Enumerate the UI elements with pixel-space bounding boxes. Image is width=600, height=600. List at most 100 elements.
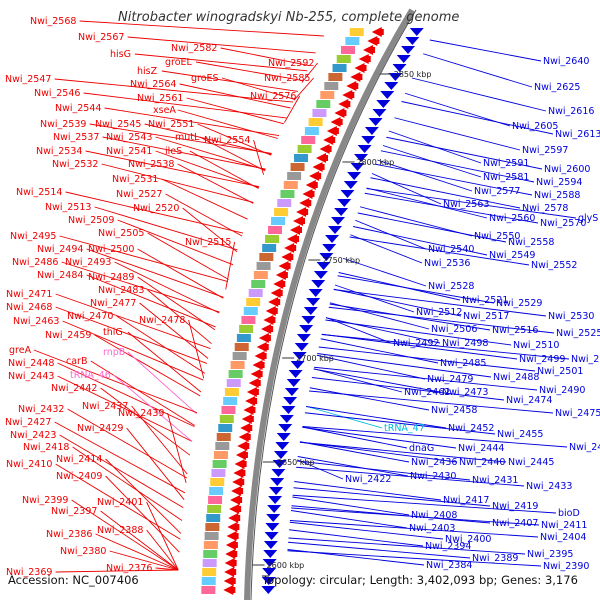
cog-block [349, 28, 364, 36]
gene-label-right: Nwi_2570 [540, 218, 586, 229]
connector-line-right [288, 537, 526, 555]
gene-arrow-right [264, 532, 279, 540]
gene-arrow-left [379, 29, 384, 35]
gene-label-right: Nwi_2530 [548, 311, 594, 322]
gene-arrow-right [401, 46, 416, 54]
gene-arrow-left [327, 146, 332, 152]
gene-arrow-left [350, 92, 355, 98]
gene-arrow-right [322, 244, 337, 252]
cog-block [224, 388, 239, 396]
gene-label-right: Nwi_2475 [555, 408, 600, 419]
gene-label-left: greA [9, 345, 32, 356]
gene-arrow-right [263, 550, 278, 558]
connector-line-right [377, 159, 473, 192]
gene-arrow-left [342, 90, 353, 100]
gene-arrow-left [362, 65, 367, 71]
gene-arrow-left [296, 207, 307, 217]
connector-line-left [105, 458, 182, 534]
gene-label-left: Nwi_2376 [106, 563, 152, 574]
connector-line-right [297, 460, 471, 481]
gene-label-right: Nwi_2408 [411, 510, 457, 521]
gene-label-right: Nwi_2492 [393, 338, 439, 349]
gene-label-right: dnaG [409, 443, 434, 454]
connector-line-left [182, 207, 238, 253]
gene-arrow-right [350, 163, 365, 171]
gene-arrow-left [316, 153, 327, 163]
gene-arrow-left [346, 81, 357, 91]
cog-block [253, 271, 268, 279]
connector-line-right [375, 163, 533, 196]
connector-line-left [283, 95, 300, 123]
cog-block [239, 325, 254, 333]
gene-label-left: Nwi_2397 [51, 506, 97, 517]
connector-line-left [165, 193, 243, 237]
gene-label-left: Nwi_2439 [118, 408, 164, 419]
gene-arrow-right [296, 334, 311, 342]
connector-line-left [188, 319, 205, 379]
gene-label-left: Nwi_2544 [55, 103, 101, 114]
gene-label-right: Nwi_2403 [409, 523, 455, 534]
connector-line-right [333, 288, 462, 317]
gene-label-left: Nwi_2494 [37, 244, 83, 255]
connector-line-left [177, 109, 278, 139]
cog-block [280, 190, 295, 198]
gene-arrow-left [299, 198, 310, 208]
connector-line-right [404, 92, 511, 127]
gene-label-right: Nwi_2552 [531, 260, 577, 271]
gene-arrow-left [246, 387, 257, 397]
gene-label-left: Nwi_2527 [116, 189, 162, 200]
gene-label-left: Nwi_2543 [106, 132, 152, 143]
gene-arrow-left [223, 585, 234, 595]
gene-arrow-left [233, 551, 238, 557]
connector-lines [33, 20, 577, 573]
gene-arrow-left [264, 344, 269, 350]
connector-line-right [353, 226, 488, 256]
gene-label-left: Nwi_2489 [88, 272, 134, 283]
connector-line-left [101, 163, 254, 203]
gene-arrow-left [278, 290, 283, 296]
gene-arrow-left [269, 326, 274, 332]
gene-arrow-left [324, 155, 329, 161]
gene-label-right: Nwi_2485 [440, 358, 486, 369]
gene-label-right: Nwi_2563 [443, 199, 489, 210]
gene-label-left: Nwi_2486 [12, 257, 58, 268]
gene-label-left: Nwi_2386 [46, 529, 92, 540]
connector-line-right [318, 346, 536, 372]
cog-block [328, 73, 343, 81]
gene-label-right: Nwi_2400 [445, 534, 491, 545]
gene-arrow-right [273, 451, 288, 459]
gene-arrow-left [338, 99, 349, 109]
connector-line-right [287, 550, 542, 567]
gene-label-right: Nwi_2411 [541, 520, 587, 531]
cog-block [223, 397, 238, 405]
connector-line-right [328, 306, 555, 334]
gene-arrow-right [405, 37, 420, 45]
kbp-label: 2600 kbp [267, 561, 305, 570]
gene-arrow-left [323, 135, 334, 145]
connector-line-left [225, 241, 236, 290]
cog-block [232, 352, 247, 360]
gene-arrow-left [320, 164, 325, 170]
gene-label-right: tRNA_47 [384, 423, 425, 434]
cog-block [268, 226, 283, 234]
gene-label-left: Nwi_2478 [139, 315, 185, 326]
cog-block [215, 442, 230, 450]
gene-label-right: Nwi_2536 [424, 258, 470, 269]
gene-label-right: Nwi_2458 [431, 405, 477, 416]
gene-arrow-right [384, 82, 399, 90]
connector-line-right [349, 236, 530, 266]
gene-label-right: Nwi_2433 [526, 481, 572, 492]
gene-arrow-left [235, 524, 240, 530]
gene-label-left: tRNA_46 [70, 370, 111, 381]
gene-label-left: Nwi_2423 [10, 430, 56, 441]
gene-label-left: Nwi_2442 [51, 383, 97, 394]
gene-label-left: Nwi_2409 [56, 471, 102, 482]
connector-line-right [333, 289, 547, 317]
accession-text: Accession: NC_007406 [8, 573, 139, 587]
gene-label-left: carB [66, 356, 87, 367]
gene-label-right: Nwi_2490 [539, 385, 585, 396]
gene-label-right: Nwi_2498 [442, 338, 488, 349]
gene-arrow-left [286, 263, 291, 269]
gene-label-left: Nwi_2477 [90, 298, 136, 309]
